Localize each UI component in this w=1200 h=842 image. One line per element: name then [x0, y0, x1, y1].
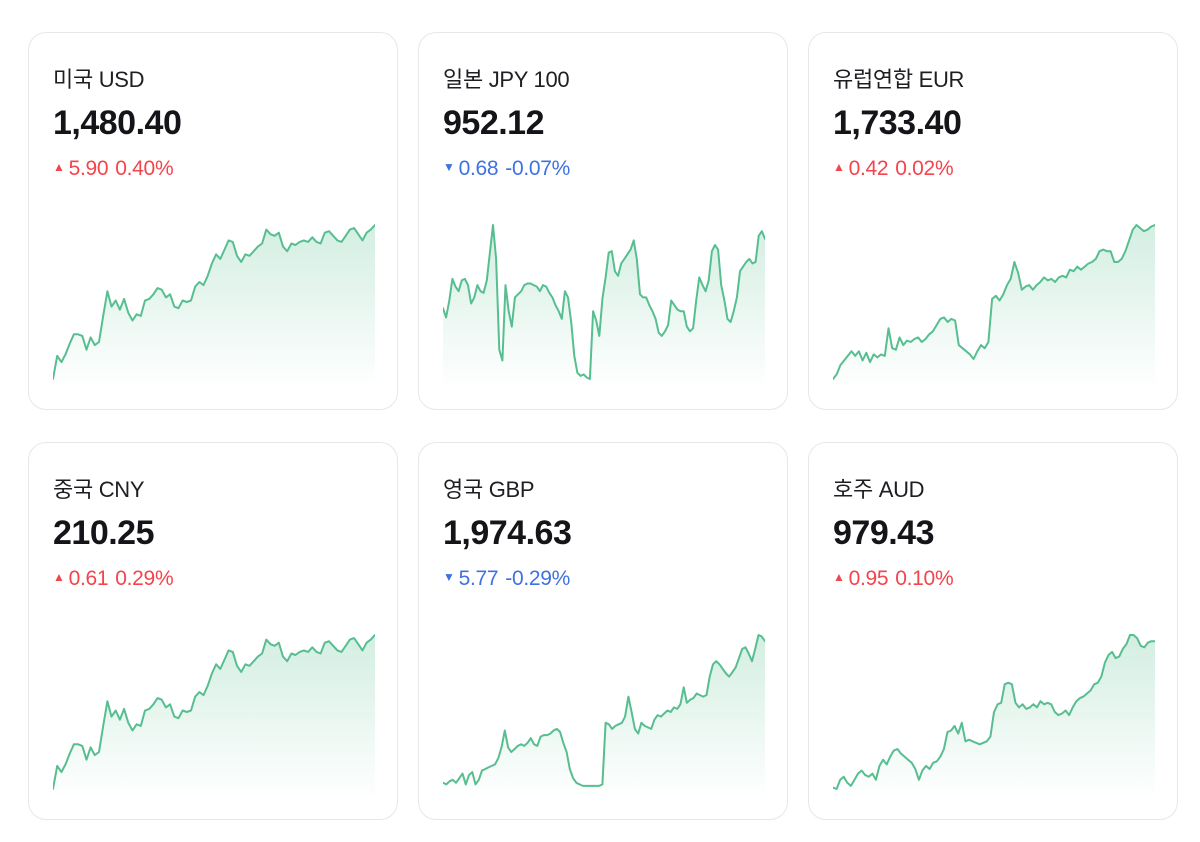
exchange-rate-value: 952.12 — [443, 104, 545, 143]
change-amount: 0.61 — [68, 566, 109, 590]
currency-name: 유럽연합 EUR — [833, 67, 965, 92]
change-percent: -0.29% — [505, 566, 571, 590]
rate-change: ▲ 0.95 0.10% — [833, 567, 1153, 590]
change-amount: 0.42 — [848, 156, 889, 180]
rate-change: ▼ 5.77 -0.29% — [443, 567, 763, 590]
change-percent: 0.10% — [895, 566, 954, 590]
currency-name: 영국 GBP — [443, 477, 535, 502]
rate-change: ▲ 5.90 0.40% — [53, 157, 373, 180]
sparkline-chart — [833, 631, 1155, 799]
down-arrow-icon: ▼ — [443, 570, 455, 585]
change-percent: 0.02% — [895, 156, 954, 180]
change-percent: -0.07% — [505, 156, 571, 180]
exchange-rate-value: 210.25 — [53, 514, 155, 553]
change-amount: 0.95 — [848, 566, 889, 590]
currency-card-gbp[interactable]: 영국 GBP 1,974.63 ▼ 5.77 -0.29% — [418, 442, 788, 820]
sparkline-chart — [443, 631, 765, 799]
change-amount: 0.68 — [458, 156, 499, 180]
sparkline-chart — [53, 631, 375, 799]
up-arrow-icon: ▲ — [833, 570, 845, 585]
currency-card-aud[interactable]: 호주 AUD 979.43 ▲ 0.95 0.10% — [808, 442, 1178, 820]
rate-change: ▼ 0.68 -0.07% — [443, 157, 763, 180]
exchange-rate-value: 1,733.40 — [833, 104, 962, 143]
rate-change: ▲ 0.42 0.02% — [833, 157, 1153, 180]
exchange-rate-value: 1,974.63 — [443, 514, 572, 553]
currency-card-usd[interactable]: 미국 USD 1,480.40 ▲ 5.90 0.40% — [28, 32, 398, 410]
currency-card-cny[interactable]: 중국 CNY 210.25 ▲ 0.61 0.29% — [28, 442, 398, 820]
currency-card-eur[interactable]: 유럽연합 EUR 1,733.40 ▲ 0.42 0.02% — [808, 32, 1178, 410]
up-arrow-icon: ▲ — [53, 570, 65, 585]
currency-card-jpy[interactable]: 일본 JPY 100 952.12 ▼ 0.68 -0.07% — [418, 32, 788, 410]
change-amount: 5.77 — [458, 566, 499, 590]
currency-name: 일본 JPY 100 — [443, 67, 570, 92]
rate-change: ▲ 0.61 0.29% — [53, 567, 373, 590]
change-percent: 0.40% — [115, 156, 174, 180]
currency-name: 중국 CNY — [53, 477, 145, 502]
sparkline-chart — [443, 221, 765, 389]
sparkline-chart — [833, 221, 1155, 389]
up-arrow-icon: ▲ — [53, 160, 65, 175]
exchange-rate-value: 1,480.40 — [53, 104, 182, 143]
currency-name: 호주 AUD — [833, 477, 925, 502]
down-arrow-icon: ▼ — [443, 160, 455, 175]
currency-name: 미국 USD — [53, 67, 145, 92]
exchange-rate-value: 979.43 — [833, 514, 935, 553]
up-arrow-icon: ▲ — [833, 160, 845, 175]
change-amount: 5.90 — [68, 156, 109, 180]
sparkline-chart — [53, 221, 375, 389]
change-percent: 0.29% — [115, 566, 174, 590]
